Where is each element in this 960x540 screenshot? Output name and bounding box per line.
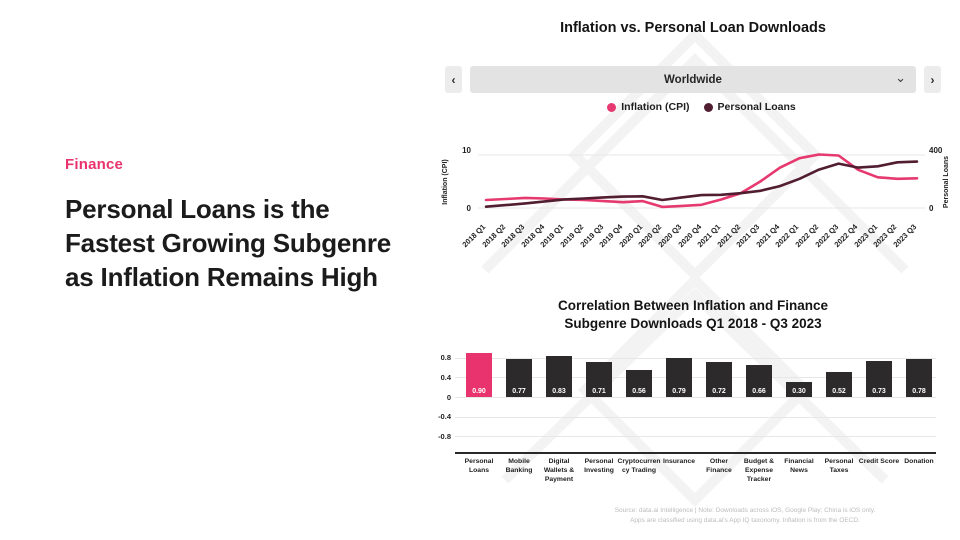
prev-region-button[interactable]: ‹	[445, 66, 462, 93]
bar-category-label: Other Finance	[706, 458, 732, 475]
y-axis-tick: 0	[446, 392, 451, 402]
bar: 0.66	[746, 364, 772, 397]
source-note: Source: data.ai Intelligence | Note: Dow…	[535, 506, 955, 527]
gridline	[455, 397, 936, 398]
bar-category-label: Cryptocurrency Trading	[617, 458, 661, 475]
gridline	[455, 377, 936, 379]
bar-value-label: 0.71	[592, 388, 606, 395]
bar: 0.71	[586, 362, 612, 397]
y-axis-tick: -0.4	[438, 412, 451, 422]
line-chart-legend: Inflation (CPI) Personal Loans	[478, 101, 925, 113]
bar-category-label: Budget & Expense Tracker	[743, 458, 775, 484]
bar-category-label: Personal Loans	[464, 458, 494, 475]
left-text-panel: Finance Personal Loans is the Fastest Gr…	[65, 156, 395, 294]
y-axis-tick: 0	[929, 204, 934, 213]
region-dropdown-value: Worldwide	[664, 73, 722, 86]
bar-category-label: Mobile Banking	[505, 458, 533, 475]
y-axis-tick: 0.8	[440, 353, 451, 363]
bar: 0.30	[786, 382, 812, 397]
y-axis-tick: 400	[929, 146, 943, 155]
bar: 0.78	[906, 358, 932, 397]
line-chart	[478, 153, 925, 209]
bar: 0.73	[866, 361, 892, 397]
category-label: Finance	[65, 156, 124, 173]
source-line2: Apps are classified using data.ai's App …	[630, 517, 860, 525]
gridline	[455, 436, 936, 438]
region-selector: ‹ Worldwide ⌄ ›	[445, 66, 941, 93]
gridline	[455, 416, 936, 418]
chevron-left-icon: ‹	[451, 72, 456, 87]
bar-category-label: Personal Investing	[584, 458, 614, 475]
bar-y-axis: 0.8 0.4 0 -0.4 -0.8	[425, 352, 451, 452]
region-dropdown[interactable]: Worldwide ⌄	[470, 66, 916, 93]
bar: 0.52	[826, 371, 852, 397]
y-axis-tick: 10	[462, 146, 471, 155]
bar-category-label: Insurance	[662, 458, 696, 465]
legend-label: Personal Loans	[717, 101, 796, 113]
legend-dot-icon	[607, 102, 617, 112]
chevron-down-icon: ⌄	[895, 70, 906, 85]
bar-chart-title: Correlation Between Inflation and Financ…	[443, 297, 943, 332]
bar: 0.79	[666, 358, 692, 397]
bar-value-label: 0.79	[672, 388, 686, 395]
line-series	[484, 153, 919, 209]
chevron-right-icon: ›	[930, 72, 935, 87]
charts-content: Inflation vs. Personal Loan Downloads ‹ …	[425, 0, 960, 540]
bar-category-label: Credit Score	[858, 458, 900, 465]
bar: 0.90	[466, 352, 492, 397]
line-series	[484, 160, 919, 209]
bar-value-label: 0.30	[792, 388, 806, 395]
bar: 0.72	[706, 361, 732, 397]
bar-chart-title-line2: Subgenre Downloads Q1 2018 - Q3 2023	[564, 315, 822, 331]
charts-panel: Inflation vs. Personal Loan Downloads ‹ …	[425, 0, 960, 540]
x-axis-line	[455, 452, 936, 454]
bar-value-label: 0.72	[712, 388, 726, 395]
bar: 0.77	[506, 359, 532, 397]
bar: 0.56	[626, 369, 652, 397]
legend-item: Inflation (CPI)	[607, 101, 690, 113]
y-axis-tick: 0.4	[440, 372, 451, 382]
legend-label: Inflation (CPI)	[621, 101, 690, 113]
right-axis-title: Personal Loans	[943, 155, 950, 209]
bar-category-label: Personal Taxes	[824, 458, 854, 475]
bar-value-label: 0.83	[552, 388, 566, 395]
bar-category-label: Donation	[904, 458, 934, 465]
bar-value-label: 0.78	[912, 388, 926, 395]
gridline	[455, 357, 936, 359]
next-region-button[interactable]: ›	[924, 66, 941, 93]
x-axis-labels: 2018 Q1 2018 Q2 2018 Q3 2018 Q4 2019 Q1 2019 …	[460, 221, 925, 269]
legend-item: Personal Loans	[703, 101, 796, 113]
legend-dot-icon	[703, 102, 713, 112]
bar-value-label: 0.52	[832, 388, 846, 395]
y-axis-tick: 0	[466, 204, 471, 213]
bar-value-label: 0.66	[752, 388, 766, 395]
y-axis-tick: -0.8	[438, 431, 451, 441]
bar-value-label: 0.90	[472, 388, 486, 395]
bar-chart: 0.90 0.77 0.83 0.71 0.56 0.79 0.72 0.66 0.30 0.52…	[455, 352, 942, 452]
bar-chart-title-line1: Correlation Between Inflation and Financ…	[557, 298, 829, 313]
source-line1: Source: data.ai Intelligence | Note: Dow…	[614, 507, 876, 514]
bar-value-label: 0.56	[632, 388, 646, 395]
bar-category-label: Digital Wallets & Payment	[543, 458, 575, 484]
bar-value-label: 0.73	[872, 388, 886, 395]
bar-value-label: 0.77	[512, 388, 526, 395]
bar: 0.83	[546, 356, 572, 397]
bar-category-label: Financial News	[784, 458, 814, 475]
top-chart-title: Inflation vs. Personal Loan Downloads	[560, 20, 826, 36]
slide-title: Personal Loans is the Fastest Growing Su…	[65, 194, 392, 292]
